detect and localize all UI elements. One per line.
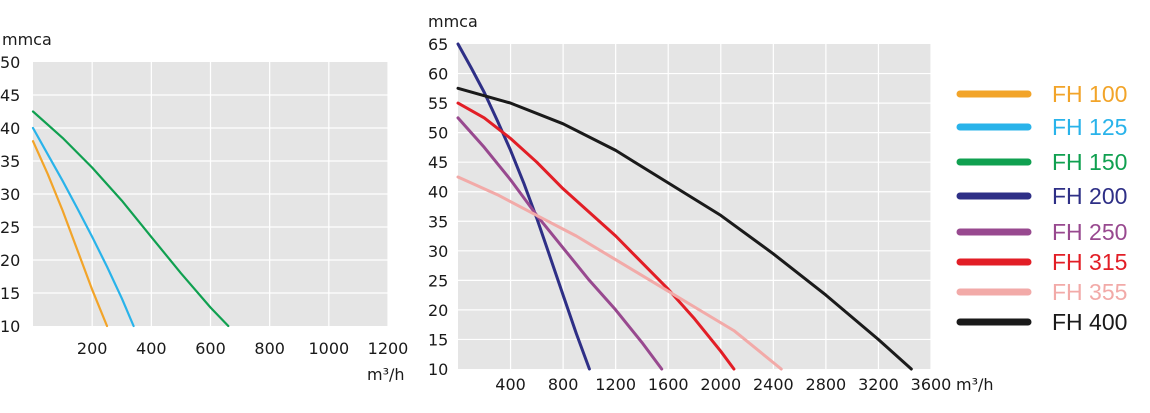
legend-label-fh-200: FH 200: [1052, 183, 1127, 209]
right-y-tick-label: 25: [428, 271, 448, 290]
right-x-tick-label: 2800: [806, 375, 847, 394]
right-x-tick-label: 2400: [753, 375, 794, 394]
legend-label-fh-150: FH 150: [1052, 149, 1127, 175]
series-line-fh-125: [31, 126, 135, 328]
series-line-fh-250: [456, 116, 664, 371]
left-x-tick-label: 1200: [368, 339, 409, 358]
right-chart: 65 60 55 50 45 40 35 30 25 20 15 10 400 800 1200 1600 2…: [428, 12, 994, 394]
left-y-tick-label: 30: [0, 185, 20, 204]
right-x-tick-label: 2000: [700, 375, 741, 394]
series-line-fh-200: [456, 42, 591, 371]
right-y-tick-label: 20: [428, 301, 448, 320]
right-y-tick-label: 65: [428, 35, 448, 54]
series-line-fh-400: [456, 86, 913, 371]
left-x-tick-label: 800: [254, 339, 285, 358]
right-y-tick-label: 45: [428, 153, 448, 172]
left-grid: [33, 62, 389, 326]
right-y-axis-label: mmca: [428, 12, 478, 31]
legend-label-fh-100: FH 100: [1052, 81, 1127, 107]
left-y-tick-label: 35: [0, 152, 20, 171]
right-series-group: [456, 42, 913, 371]
left-y-tick-label: 45: [0, 86, 20, 105]
legend-label-fh-315: FH 315: [1052, 249, 1127, 275]
left-x-tick-label: 600: [195, 339, 226, 358]
legend-label-fh-355: FH 355: [1052, 279, 1127, 305]
left-x-tick-label: 200: [77, 339, 108, 358]
series-line-fh-315: [456, 101, 736, 371]
left-y-tick-label: 40: [0, 119, 20, 138]
left-x-tick-label: 1000: [308, 339, 349, 358]
right-y-tick-label: 55: [428, 94, 448, 113]
left-y-tick-labels: 50 45 40 35 30 25 20 15 10: [0, 53, 20, 336]
right-y-tick-label: 15: [428, 330, 448, 349]
right-x-tick-label: 1600: [648, 375, 689, 394]
right-y-tick-label: 50: [428, 124, 448, 143]
right-y-tick-label: 40: [428, 183, 448, 202]
legend-label-fh-125: FH 125: [1052, 114, 1127, 140]
left-x-tick-label: 400: [136, 339, 167, 358]
right-y-tick-label: 60: [428, 65, 448, 84]
left-x-tick-labels: 200 400 600 800 1000 1200: [77, 339, 408, 358]
left-y-tick-label: 20: [0, 251, 20, 270]
legend-label-fh-400: FH 400: [1052, 309, 1127, 335]
series-line-fh-150: [31, 110, 230, 328]
left-y-tick-label: 50: [0, 53, 20, 72]
right-x-tick-labels: 400 800 1200 1600 2000 2400 2800 3200 3600: [495, 375, 951, 394]
left-y-tick-label: 10: [0, 317, 20, 336]
right-grid: [458, 44, 932, 369]
right-y-tick-labels: 65 60 55 50 45 40 35 30 25 20 15 10: [428, 35, 448, 379]
right-x-tick-label: 400: [495, 375, 526, 394]
right-x-tick-label: 1200: [595, 375, 636, 394]
right-x-axis-label: m³/h: [956, 375, 994, 394]
right-x-tick-label: 800: [548, 375, 579, 394]
left-y-axis-label: mmca: [2, 30, 52, 49]
left-x-axis-label: m³/h: [367, 365, 405, 384]
legend-label-fh-250: FH 250: [1052, 219, 1127, 245]
series-line-fh-355: [456, 175, 783, 371]
right-y-tick-label: 35: [428, 212, 448, 231]
right-x-tick-label: 3600: [911, 375, 952, 394]
right-plot-area: [458, 44, 931, 369]
right-y-tick-label: 10: [428, 360, 448, 379]
legend: FH 100 FH 125 FH 150 FH 200 FH 250 FH 315 FH 3…: [956, 81, 1127, 335]
left-series-group: [31, 110, 230, 328]
right-y-tick-label: 30: [428, 242, 448, 261]
right-x-tick-label: 3200: [858, 375, 899, 394]
left-y-tick-label: 25: [0, 218, 20, 237]
left-y-tick-label: 15: [0, 284, 20, 303]
series-line-fh-100: [31, 140, 109, 328]
